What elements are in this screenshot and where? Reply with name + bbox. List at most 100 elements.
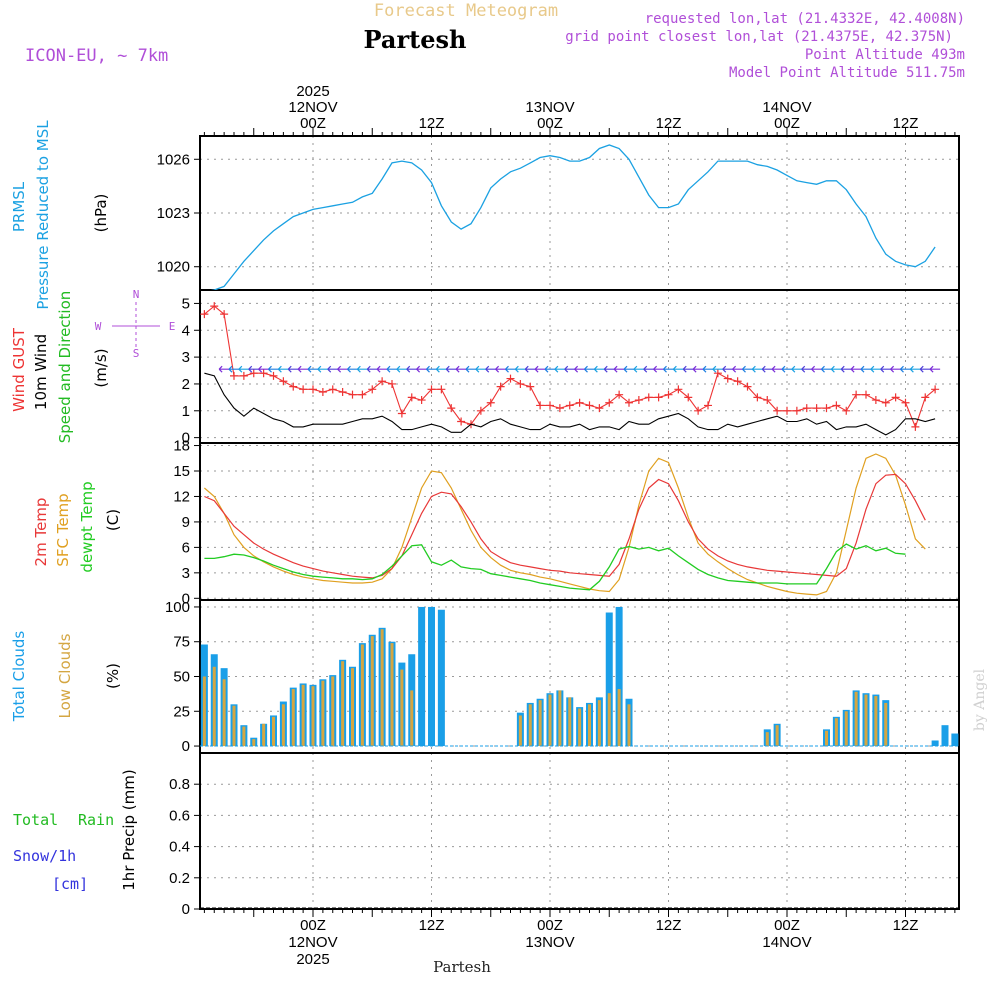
y-tick-label: 5	[182, 295, 190, 312]
gust-point	[605, 398, 614, 407]
wind-direction-arrow	[771, 365, 783, 373]
snow-label: Snow/1h	[13, 847, 76, 865]
y-tick-label: 4	[182, 322, 190, 339]
gust-point	[822, 404, 831, 413]
wind-direction-arrow	[742, 365, 753, 373]
gust-point	[842, 406, 851, 415]
wind-direction-arrow	[544, 365, 555, 373]
model-altitude: Model Point Altitude 511.75m	[729, 65, 965, 81]
low-cloud-bar	[864, 694, 868, 747]
gust-point	[585, 401, 594, 410]
gust-point	[723, 374, 732, 383]
y-tick-label: 0	[182, 590, 190, 607]
wind-direction-arrow	[258, 365, 269, 373]
low-cloud-bar	[765, 732, 769, 747]
pressure-line	[210, 144, 936, 290]
low-cloud-bar	[854, 691, 858, 747]
precip-unit-label: 1hr Precip (mm)	[120, 769, 138, 890]
low-cloud-bar	[262, 723, 266, 747]
super-title: Forecast Meteogram	[374, 1, 558, 21]
bottom-time-label: 13NOV	[525, 934, 574, 951]
wind-direction-arrow	[900, 365, 911, 373]
low-cloud-bar	[410, 690, 414, 747]
low-cloud-bar	[627, 704, 631, 747]
low-cloud-bar	[775, 725, 779, 747]
gust-point	[575, 398, 584, 407]
wind-direction-arrow	[445, 365, 457, 373]
y-tick-label: 0	[182, 430, 190, 447]
low-cloud-bar	[252, 739, 256, 747]
wind-direction-arrow	[554, 365, 565, 373]
dewpoint-line	[204, 543, 906, 591]
gust-point	[397, 409, 406, 418]
gust-point	[763, 396, 772, 405]
data-layer	[200, 144, 959, 909]
gust-point	[289, 382, 298, 391]
gust-point	[664, 390, 673, 399]
low-cloud-bar	[400, 669, 404, 747]
low-cloud-bar	[834, 718, 838, 747]
gust-point	[704, 401, 712, 410]
gust-point	[733, 377, 742, 386]
wind-direction-arrow	[376, 365, 388, 373]
wind-direction-arrow	[613, 365, 625, 373]
y-tick-label: 9	[182, 514, 190, 531]
pressure-unit-label: (hPa)	[92, 194, 110, 233]
wind-direction-arrow	[307, 365, 318, 373]
gust-label: Wind GUST	[10, 327, 28, 412]
wind-direction-arrow	[297, 365, 309, 373]
y-tick-label: 12	[173, 488, 190, 505]
gust-point	[792, 406, 801, 415]
gust-point	[457, 417, 466, 426]
low-cloud-bar	[607, 693, 611, 747]
gust-point	[852, 390, 861, 399]
top-time-label: 12Z	[893, 115, 919, 132]
low-cloud-bar	[232, 705, 236, 747]
low-cloud-bar	[311, 686, 315, 747]
gust-point	[536, 401, 545, 410]
low-cloud-bar	[568, 697, 572, 747]
total-cloud-bar	[941, 725, 949, 747]
gust-point	[881, 398, 890, 407]
low-cloud-bar	[538, 700, 542, 747]
low-cloud-bar	[272, 716, 275, 747]
wind-unit-label: (m/s)	[92, 348, 110, 387]
gust-point	[417, 396, 426, 405]
gust-point	[407, 393, 416, 402]
y-tick-label: 25	[173, 703, 190, 720]
wind-direction-arrow	[633, 365, 644, 373]
wind-direction-arrow	[268, 365, 279, 373]
low-cloud-bar	[370, 636, 374, 747]
wind-direction-arrow	[534, 365, 546, 373]
gust-point	[210, 302, 219, 311]
wind-direction-arrow	[623, 365, 634, 373]
wind-direction-arrow	[455, 365, 467, 373]
wind-direction-arrow	[653, 365, 664, 373]
wind-direction-arrow	[791, 365, 802, 373]
low-cloud-bar	[548, 694, 552, 747]
y-tick-label: 0	[182, 738, 190, 755]
wind-direction-arrow	[821, 365, 832, 373]
low-cloud-bar	[588, 704, 591, 747]
wind-direction-arrow	[386, 365, 397, 373]
low-cloud-bar	[617, 689, 621, 747]
wind-direction-arrow	[870, 365, 881, 373]
wind-direction-arrow	[890, 365, 901, 373]
location-title: Partesh	[364, 25, 467, 54]
wind-direction-arrow	[356, 365, 368, 373]
compass-n: N	[133, 288, 140, 301]
gust-point	[486, 398, 495, 407]
low-cloud-bar	[597, 700, 601, 747]
gust-point	[783, 406, 791, 415]
watermark: by Angel	[972, 668, 988, 731]
low-cloud-bar	[291, 689, 295, 747]
wind-direction-arrow	[317, 365, 328, 373]
sfc-temp-line	[204, 453, 926, 596]
wind-direction-arrow	[475, 365, 486, 373]
low-cloud-bar	[578, 708, 582, 747]
gust-point	[595, 404, 604, 413]
low-cloud-bar	[202, 676, 206, 747]
wind-direction-arrow	[485, 365, 496, 373]
gust-point	[625, 398, 633, 407]
bottom-time-label: 12NOV	[288, 934, 337, 951]
